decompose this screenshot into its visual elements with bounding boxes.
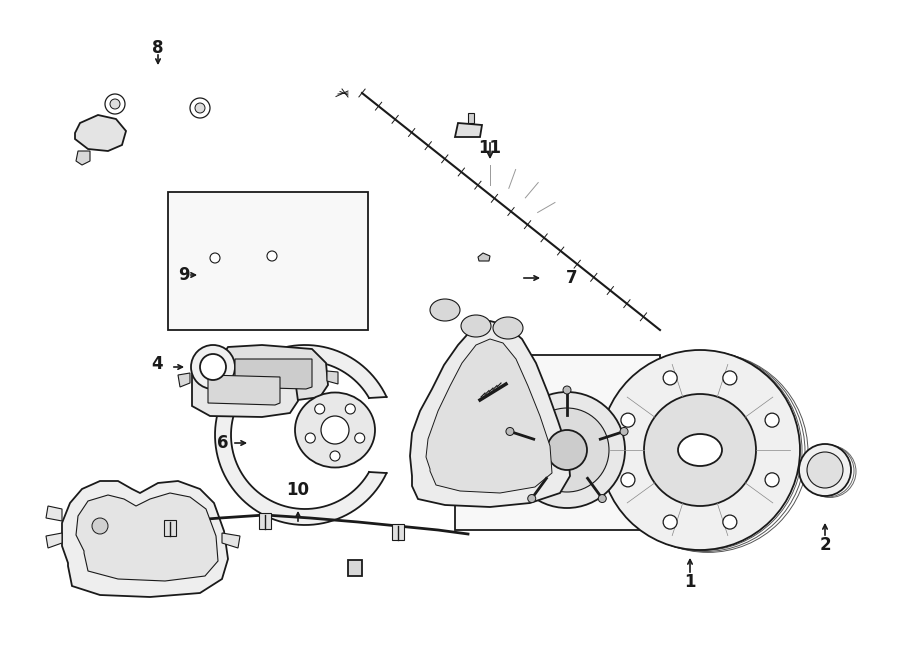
Text: 10: 10 [286,481,310,499]
Circle shape [305,433,315,443]
Bar [168,192,368,330]
Circle shape [315,404,325,414]
Polygon shape [76,493,218,581]
Polygon shape [192,363,298,417]
Polygon shape [478,253,490,261]
Ellipse shape [493,317,523,339]
Ellipse shape [430,299,460,321]
Text: 7: 7 [566,269,578,287]
Text: 3: 3 [659,441,670,459]
Circle shape [355,433,365,443]
Circle shape [110,99,120,109]
Bar [259,513,271,529]
Circle shape [92,518,108,534]
Circle shape [321,416,349,444]
Circle shape [563,386,571,394]
Text: 1: 1 [684,573,696,591]
Text: 8: 8 [152,39,164,57]
Bar [455,355,660,530]
Circle shape [600,350,800,550]
Text: 11: 11 [479,139,501,157]
Circle shape [807,452,843,488]
Bar [164,520,176,536]
Circle shape [723,515,737,529]
Ellipse shape [678,434,722,466]
Ellipse shape [461,315,491,337]
Circle shape [190,98,210,118]
Circle shape [346,404,356,414]
Polygon shape [348,560,362,576]
Polygon shape [327,371,338,384]
Ellipse shape [295,393,375,467]
Circle shape [663,515,677,529]
Text: 2: 2 [819,536,831,554]
Circle shape [506,428,514,436]
Polygon shape [208,375,280,405]
Polygon shape [178,373,190,387]
Circle shape [105,94,125,114]
Circle shape [723,371,737,385]
Polygon shape [222,533,240,548]
Circle shape [663,371,677,385]
Text: 4: 4 [151,355,163,373]
Polygon shape [215,345,387,525]
Circle shape [191,345,235,389]
Polygon shape [46,533,62,548]
Polygon shape [46,506,62,521]
Polygon shape [76,151,90,165]
Circle shape [330,451,340,461]
Circle shape [765,413,779,427]
Circle shape [210,253,220,263]
Circle shape [200,354,226,380]
Polygon shape [410,321,570,507]
Polygon shape [75,115,126,151]
Circle shape [598,494,607,502]
Polygon shape [235,359,312,389]
Circle shape [525,408,609,492]
Polygon shape [220,345,328,401]
Polygon shape [426,339,552,493]
Circle shape [621,413,634,427]
Circle shape [509,392,625,508]
Polygon shape [62,481,228,597]
Circle shape [527,494,536,502]
Text: 5: 5 [486,355,498,373]
Text: 6: 6 [217,434,229,452]
Circle shape [547,430,587,470]
Polygon shape [468,113,474,123]
Circle shape [195,103,205,113]
Circle shape [620,428,628,436]
Circle shape [765,473,779,487]
Polygon shape [455,123,482,137]
Circle shape [267,251,277,261]
Circle shape [799,444,851,496]
Circle shape [621,473,634,487]
Circle shape [644,394,756,506]
Text: 9: 9 [178,266,190,284]
Bar [392,524,404,540]
